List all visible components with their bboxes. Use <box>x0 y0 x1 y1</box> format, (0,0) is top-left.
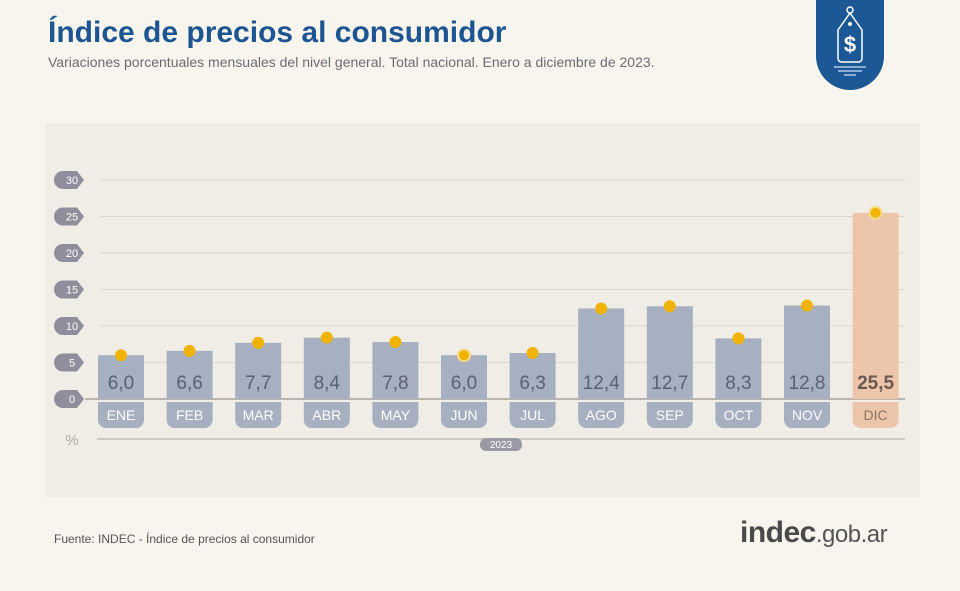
category-label: OCT <box>724 407 754 423</box>
value-marker <box>252 336 265 349</box>
y-tick-label: 20 <box>66 248 78 260</box>
y-tick-label: 0 <box>69 394 75 406</box>
data-label: 25,5 <box>857 373 894 394</box>
data-label: 6,3 <box>519 373 545 394</box>
y-tick-badge <box>54 171 84 189</box>
page-title: Índice de precios al consumidor <box>48 16 507 49</box>
y-tick-badge <box>54 244 84 262</box>
y-tick-badge <box>54 280 84 299</box>
source-note: Fuente: INDEC - Índice de precios al con… <box>54 532 315 546</box>
value-marker <box>320 331 333 344</box>
data-label: 8,3 <box>725 373 751 394</box>
category-label: JUN <box>450 407 477 423</box>
bar-sep <box>646 306 693 399</box>
value-marker <box>732 332 745 345</box>
category-label: JUL <box>520 407 545 423</box>
y-tick-badge <box>54 353 84 372</box>
indec-logo: indec.gob.ar <box>740 516 888 549</box>
value-marker <box>526 347 539 360</box>
bar-abr <box>303 337 350 399</box>
category-pill <box>784 402 830 428</box>
category-label: NOV <box>792 407 823 423</box>
bar-nov <box>784 305 830 399</box>
value-marker <box>457 348 471 363</box>
bar-ene <box>98 355 144 399</box>
value-marker <box>115 349 127 362</box>
value-marker <box>389 336 402 349</box>
data-label: 12,4 <box>583 373 620 394</box>
data-label: 6,6 <box>176 373 202 394</box>
chart-panel: 0 5 10 15 20 25 30% 2023 ENE 6,0 FEB 6,6 MAR 7,7 ABR 8,… <box>45 123 920 497</box>
category-pill <box>166 402 213 428</box>
bar-feb <box>166 350 213 399</box>
category-label: ABR <box>312 407 341 423</box>
data-label: 8,4 <box>314 373 341 394</box>
value-marker <box>183 344 196 357</box>
page-subtitle: Variaciones porcentuales mensuales del n… <box>48 54 655 70</box>
bar-ago <box>578 308 625 399</box>
year-label: 2023 <box>490 440 513 451</box>
value-marker <box>663 300 676 313</box>
category-pill <box>578 402 625 428</box>
value-marker <box>801 299 813 312</box>
price-tag-dollar-icon: $ <box>816 0 884 90</box>
y-tick-badge <box>54 207 84 226</box>
data-label: 12,8 <box>789 373 826 394</box>
y-tick-label: 25 <box>66 212 78 224</box>
category-pill <box>98 402 144 428</box>
data-label: 6,0 <box>108 373 134 394</box>
category-pill <box>646 402 693 428</box>
bar-dic <box>852 212 899 399</box>
y-tick-label: 5 <box>69 358 75 370</box>
bar-jun <box>441 355 487 399</box>
bar-chart: 0 5 10 15 20 25 30% 2023 ENE 6,0 FEB 6,6 MAR 7,7 ABR 8,… <box>54 171 905 451</box>
y-tick-label: 30 <box>66 175 78 187</box>
category-label: FEB <box>176 407 203 423</box>
category-label: ENE <box>107 407 136 423</box>
data-label: 6,0 <box>451 373 477 394</box>
bar-mar <box>235 342 282 399</box>
y-tick-label: 10 <box>66 321 78 333</box>
category-pill <box>235 402 282 428</box>
category-pill <box>372 402 419 428</box>
bar-may <box>372 342 419 399</box>
category-label: DIC <box>864 407 888 423</box>
category-label: MAY <box>381 407 411 423</box>
year-badge <box>480 438 522 451</box>
category-pill <box>509 402 556 428</box>
category-pill <box>441 402 487 428</box>
data-label: 7,7 <box>245 373 271 394</box>
y-tick-badge <box>54 317 84 335</box>
svg-text:$: $ <box>844 32 856 57</box>
category-pill <box>852 402 899 428</box>
category-pill <box>303 402 350 428</box>
value-marker <box>868 205 883 220</box>
data-label: 7,8 <box>382 373 408 394</box>
value-marker <box>595 302 608 315</box>
category-pill <box>715 402 762 428</box>
y-tick-badge <box>54 390 84 408</box>
bar-oct <box>715 338 762 399</box>
y-tick-label: 15 <box>66 285 78 297</box>
y-unit-label: % <box>65 432 78 449</box>
category-label: MAR <box>243 407 274 423</box>
data-label: 12,7 <box>651 373 688 394</box>
category-label: AGO <box>586 407 617 423</box>
category-label: SEP <box>656 407 684 423</box>
bar-jul <box>509 353 556 399</box>
